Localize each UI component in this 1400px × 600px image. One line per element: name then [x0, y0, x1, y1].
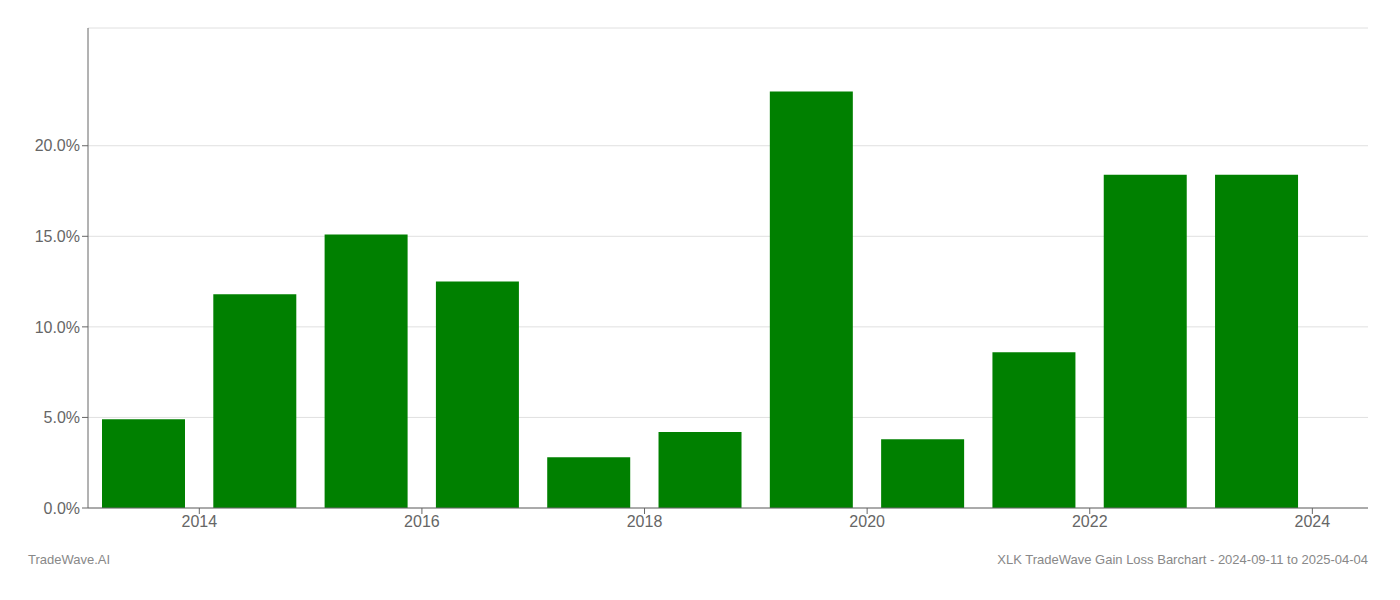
svg-text:2024: 2024	[1295, 513, 1331, 530]
svg-text:5.0%: 5.0%	[44, 409, 80, 426]
svg-text:2016: 2016	[404, 513, 440, 530]
svg-text:2014: 2014	[182, 513, 218, 530]
svg-text:20.0%: 20.0%	[35, 137, 80, 154]
svg-text:2020: 2020	[849, 513, 885, 530]
svg-text:15.0%: 15.0%	[35, 228, 80, 245]
svg-text:2018: 2018	[627, 513, 663, 530]
svg-text:2022: 2022	[1072, 513, 1108, 530]
svg-text:0.0%: 0.0%	[44, 500, 80, 517]
html-text:XLK TradeWave Gain Loss Barcha: XLK TradeWave Gain Loss Barchart - 2024-…	[997, 552, 1368, 567]
html-text:TradeWave.AI: TradeWave.AI	[28, 552, 111, 567]
svg-text:10.0%: 10.0%	[35, 319, 80, 336]
